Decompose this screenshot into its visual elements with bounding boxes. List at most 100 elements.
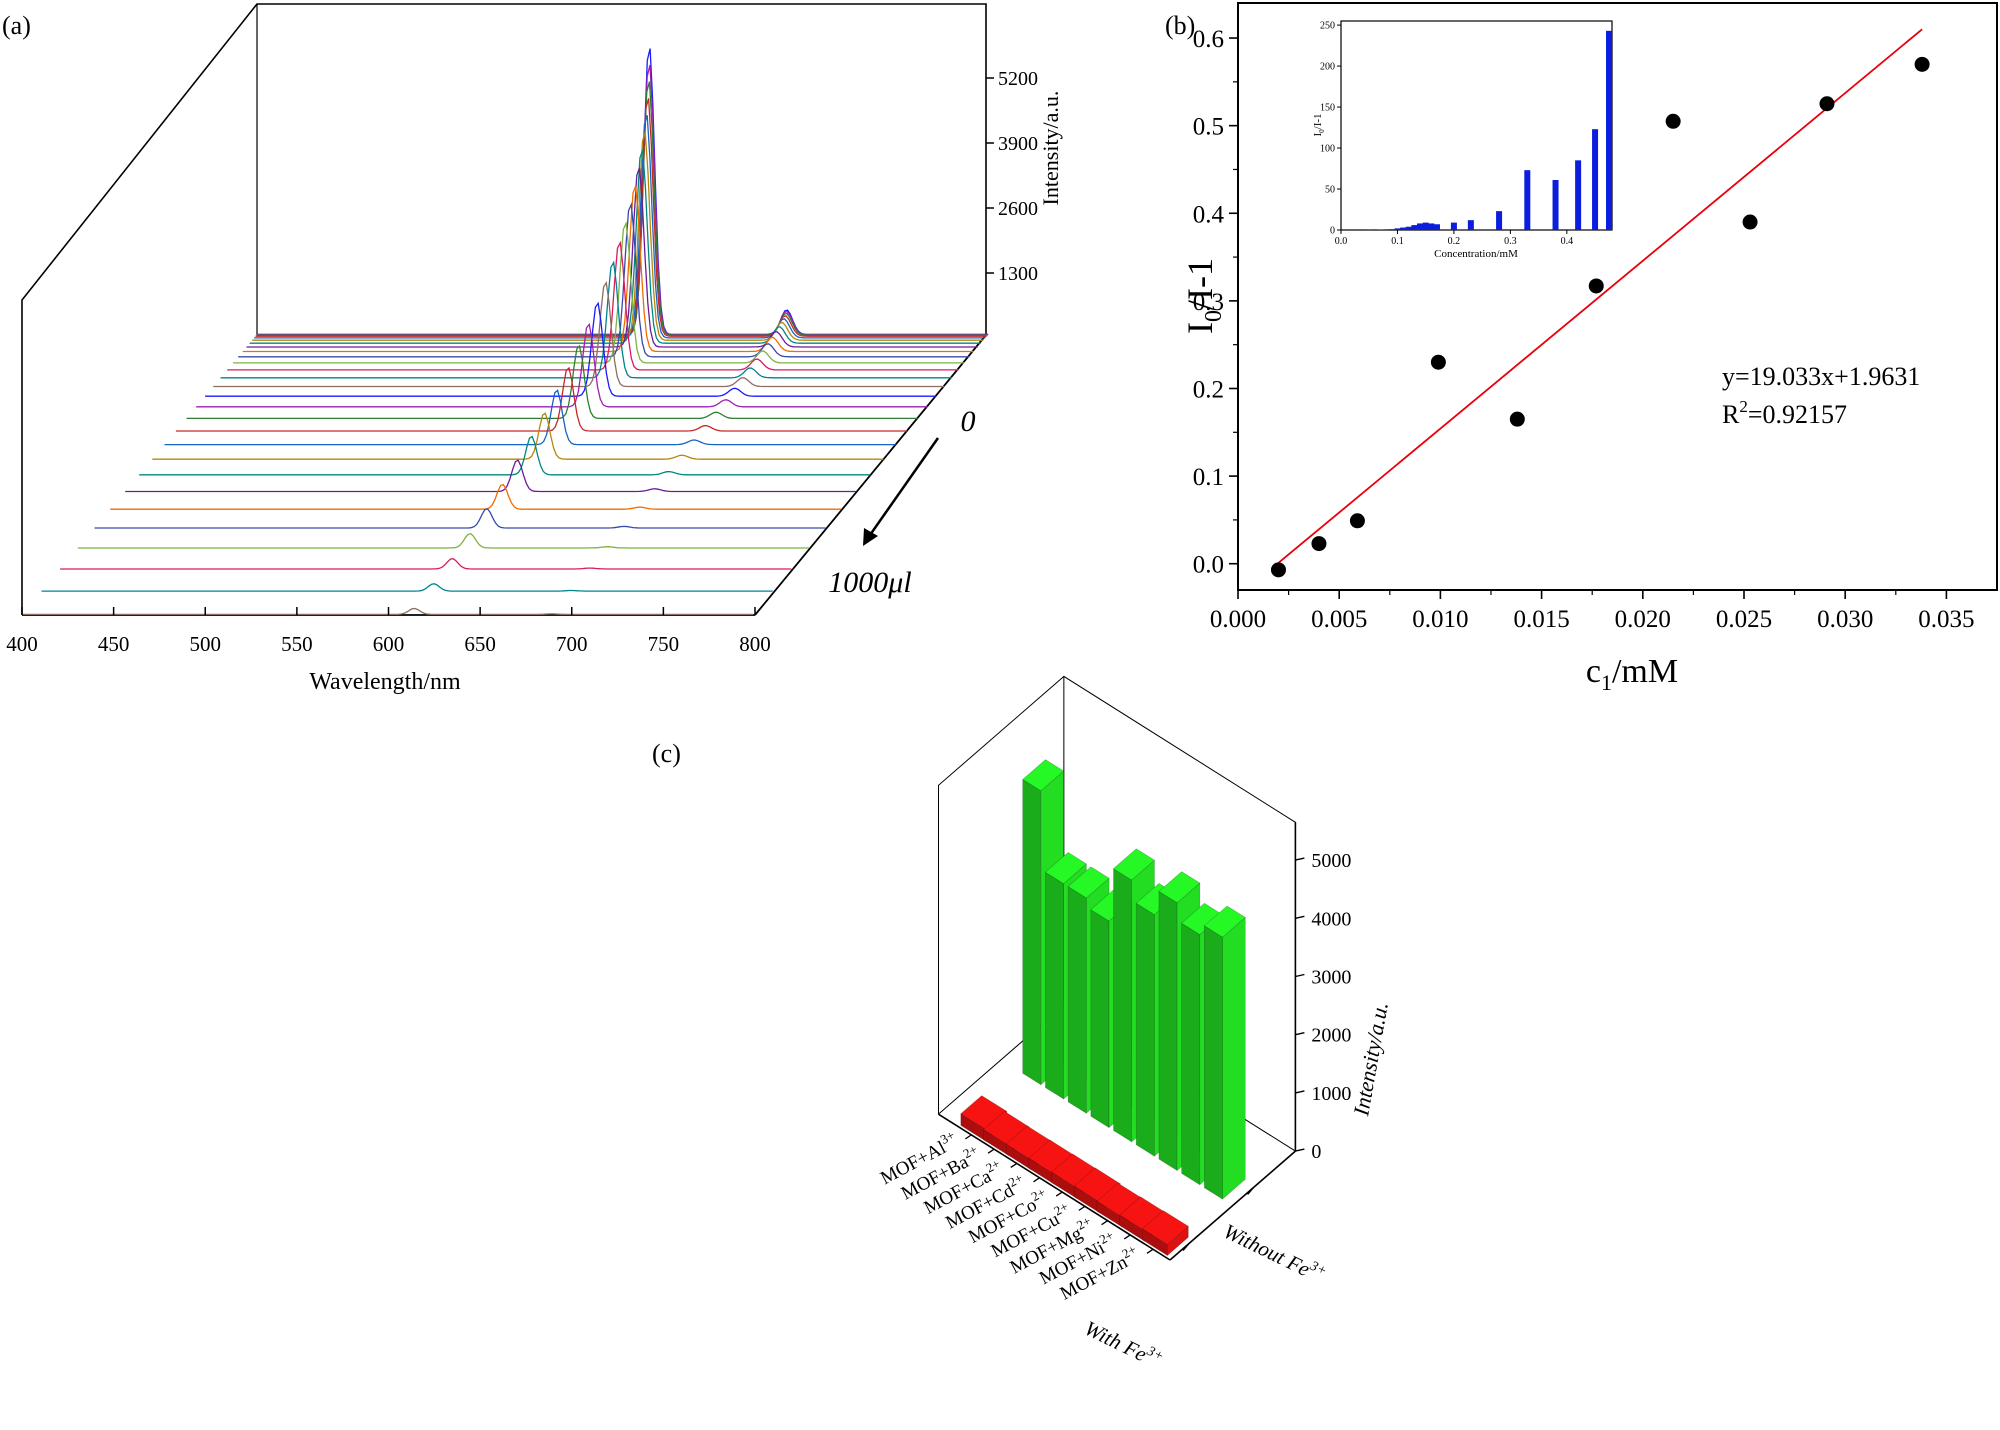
panel-a-right-floor-edge bbox=[754, 334, 987, 616]
panel-b-inset: 0.0 0.1 0.2 0.3 0.4 0 50 100 150 200 250 Concentra… bbox=[1312, 20, 1613, 260]
panel-c-z-tick bbox=[1295, 857, 1305, 861]
panel-c-bar-without-fe-front bbox=[1158, 890, 1178, 1172]
panel-b-x-tick-label: 0.025 bbox=[1716, 606, 1772, 633]
panel-a-depth-start-label: 0 bbox=[961, 405, 976, 438]
panel-a-x-tick-label: 800 bbox=[739, 632, 771, 656]
inset-x-tick-label: 0.4 bbox=[1561, 236, 1574, 247]
panel-a-depth-arrow bbox=[868, 437, 940, 536]
panel-b: (b) 0.000 0.005 0.010 0.015 0.020 0.025 0.030 0… bbox=[1165, 2, 1998, 695]
panel-c-bar-without-fe-top bbox=[1112, 848, 1156, 881]
panel-a: (a) 400 450 500 550 600 650 700 750 800 1300 2600… bbox=[2, 3, 1063, 695]
panel-b-x-tick-label: 0.035 bbox=[1918, 606, 1974, 633]
panel-a-spectrum-line bbox=[220, 260, 952, 379]
panel-c-bar-without-fe-front bbox=[1135, 902, 1155, 1157]
inset-x-tick-label: 0.0 bbox=[1335, 236, 1348, 247]
panel-b-data-point bbox=[1742, 214, 1758, 230]
inset-y-tick-label: 250 bbox=[1320, 21, 1335, 32]
inset-bar bbox=[1405, 226, 1412, 230]
panel-b-fit-equation: y=19.033x+1.9631 bbox=[1722, 362, 1920, 391]
svg-text:c1/mM: c1/mM bbox=[1586, 653, 1678, 695]
inset-y-tick-label: 0 bbox=[1330, 226, 1335, 237]
inset-bar bbox=[1450, 222, 1457, 230]
panel-c-category-label-sup: 2+ bbox=[960, 1142, 979, 1162]
inset-bar bbox=[1433, 224, 1440, 230]
inset-bar bbox=[1400, 227, 1407, 230]
inset-x-tick-label: 0.3 bbox=[1504, 236, 1517, 247]
panel-b-r2: R2=0.92157 bbox=[1722, 397, 1847, 429]
panel-a-x-tick-label: 400 bbox=[6, 632, 38, 656]
panel-a-depth-arrowhead bbox=[863, 528, 878, 546]
inset-bar bbox=[1592, 129, 1599, 230]
inset-x-tick-label: 0.2 bbox=[1448, 236, 1461, 247]
panel-a-spectrum-line bbox=[110, 483, 842, 510]
panel-b-data-point bbox=[1819, 96, 1835, 112]
panel-c-category-axis bbox=[938, 1113, 1171, 1261]
panel-c-category-tick bbox=[987, 1148, 995, 1154]
panel-b-y-tick-label: 0.2 bbox=[1193, 376, 1224, 403]
panel-c-label: (c) bbox=[652, 739, 681, 768]
panel-c-bar-without-fe bbox=[1203, 905, 1246, 1200]
panel-c-category-tick bbox=[1146, 1248, 1154, 1254]
inset-y-axis-title: I0/I-1 bbox=[1312, 113, 1326, 136]
panel-c-series-tick bbox=[1182, 1243, 1190, 1251]
panel-a-spectrum-line bbox=[254, 115, 986, 339]
panel-c-category-tick bbox=[1055, 1191, 1063, 1197]
panel-a-spectrum-line bbox=[252, 132, 984, 341]
inset-bar bbox=[1422, 222, 1429, 230]
panel-b-data-point bbox=[1349, 513, 1365, 529]
panel-a-label: (a) bbox=[2, 11, 31, 40]
panel-b-fit bbox=[1277, 28, 1923, 564]
inset-bar bbox=[1394, 228, 1401, 230]
panel-c-bar-without-fe-top bbox=[1022, 759, 1065, 792]
panel-a-spectrum-line bbox=[255, 98, 987, 337]
panel-b-data-point bbox=[1588, 278, 1604, 294]
panel-c-series-label-without: Without Fe3+ bbox=[1220, 1218, 1329, 1288]
panel-c-series-tick bbox=[1247, 1186, 1255, 1195]
panel-a-x-ticks: 400 450 500 550 600 650 700 750 800 bbox=[6, 607, 771, 656]
panel-b-data-point bbox=[1914, 56, 1930, 72]
panel-b-data-point bbox=[1430, 354, 1446, 370]
panel-b-data-point bbox=[1665, 113, 1681, 129]
inset-y-tick-label: 100 bbox=[1320, 144, 1335, 155]
panel-b-x-tick-label: 0.005 bbox=[1311, 606, 1367, 633]
panel-c-category-tick bbox=[1033, 1177, 1040, 1183]
panel-c-bar-without-fe-front bbox=[1045, 871, 1064, 1100]
panel-b-data-point bbox=[1270, 562, 1286, 578]
inset-plot-frame bbox=[1340, 20, 1613, 231]
panel-c-z-tick bbox=[1295, 1148, 1305, 1152]
panel-c-z-tick-label: 5000 bbox=[1311, 850, 1351, 872]
panel-c-bar-without-fe-front bbox=[1204, 925, 1223, 1200]
panel-a-spectrum-line bbox=[233, 220, 965, 364]
panel-a-spectrum-line bbox=[186, 344, 918, 420]
inset-bar bbox=[1411, 225, 1418, 230]
panel-a-spectrum-line bbox=[41, 583, 773, 592]
inset-bar bbox=[1388, 229, 1395, 230]
panel-a-x-tick-label: 500 bbox=[190, 632, 222, 656]
panel-c-bar-without-fe-front bbox=[1022, 778, 1042, 1086]
panel-a-x-tick-label: 750 bbox=[648, 632, 680, 656]
panel-b-ticks: 0.000 0.005 0.010 0.015 0.020 0.025 0.030 0.035… bbox=[1193, 26, 1975, 633]
inset-x-axis-title: Concentration/mM bbox=[1434, 248, 1518, 260]
panel-a-y-tick-label: 3900 bbox=[998, 133, 1038, 155]
panel-c-bar-without-fe-front bbox=[1113, 868, 1132, 1143]
panel-c-z-ticks: 0 1000 2000 3000 4000 5000 bbox=[1182, 850, 1351, 1251]
panel-c-category-tick bbox=[1101, 1220, 1108, 1226]
panel-a-spectrum-line bbox=[60, 558, 792, 570]
panel-a-spectrum-line bbox=[94, 508, 826, 529]
panel-c-bar-without-fe-top bbox=[1044, 852, 1087, 885]
panel-c-bar-without-fe-front bbox=[1090, 909, 1110, 1129]
panel-c-bar-without-fe-front bbox=[1067, 885, 1087, 1114]
panel-c-category-tick bbox=[1078, 1205, 1086, 1211]
panel-c-category-label-sup: 3+ bbox=[938, 1127, 957, 1147]
panel-b-data-point bbox=[1509, 411, 1525, 427]
panel-b-x-tick-label: 0.030 bbox=[1817, 606, 1873, 633]
panel-c-bar-with-fe bbox=[1141, 1210, 1189, 1257]
inset-bar bbox=[1524, 170, 1531, 230]
inset-bars bbox=[1366, 30, 1612, 230]
panel-a-x-axis-title: Wavelength/nm bbox=[309, 669, 461, 695]
panel-a-x-tick-label: 450 bbox=[98, 632, 130, 656]
panel-a-x-tick-label: 600 bbox=[373, 632, 405, 656]
panel-b-y-axis-title: I0/I-1 bbox=[1180, 258, 1227, 334]
panel-a-spectrum-line bbox=[139, 435, 871, 476]
